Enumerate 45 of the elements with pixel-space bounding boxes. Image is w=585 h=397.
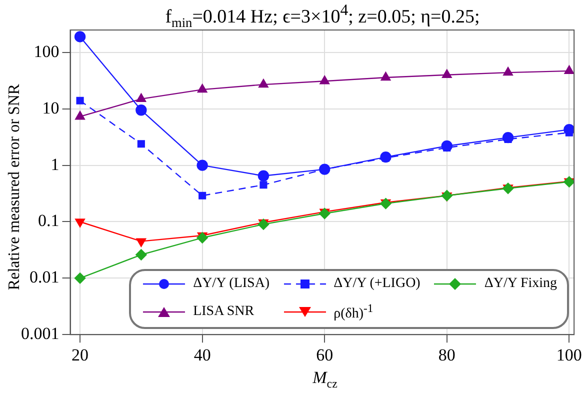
y-axis-title: Relative measured error or SNR: [6, 84, 23, 290]
point: [258, 78, 268, 88]
point: [380, 72, 391, 81]
x-tick-label: 100: [556, 345, 582, 364]
point: [442, 69, 452, 78]
point: [441, 140, 452, 152]
point: [441, 190, 452, 202]
point: [197, 84, 208, 93]
legend-label: ΔY/Y Fixing: [484, 276, 558, 292]
point: [196, 160, 208, 171]
y-tick-label: 1: [50, 154, 60, 174]
point: [74, 31, 86, 42]
legend-label: ΔY/Y (LISA): [193, 276, 270, 292]
chart-title: f$_{min}$=0.014 Hz; ϵ=3×10$^{4}$; z=0.05; η=0.25;: [164, 2, 481, 32]
point: [198, 192, 206, 200]
point: [564, 65, 574, 74]
y-tick-label: 0.001: [21, 324, 60, 344]
point: [74, 272, 86, 284]
point: [564, 124, 574, 136]
legend-label: LISA SNR: [193, 304, 254, 320]
point: [136, 249, 147, 260]
point: [260, 181, 268, 189]
point: [76, 96, 84, 104]
point: [503, 66, 513, 76]
point: [320, 76, 330, 84]
legend-label: ρ(δh)$^{-1}$: [334, 302, 374, 322]
point: [380, 151, 392, 163]
legend-label: ΔY/Y (+LIGO): [334, 276, 420, 292]
x-tick-label: 80: [438, 345, 456, 364]
point: [136, 93, 146, 102]
point: [75, 218, 85, 228]
y-tick-label: 10: [42, 98, 60, 118]
point: [136, 238, 146, 247]
x-tick-label: 60: [316, 345, 334, 364]
y-tick-label: 100: [34, 42, 60, 61]
x-tick-label: 40: [194, 345, 211, 364]
point: [136, 104, 147, 116]
point: [258, 170, 270, 182]
point: [137, 140, 145, 148]
point: [502, 132, 514, 144]
x-axis-title: M$_{cz}$: [312, 368, 338, 392]
x-tick-label: 20: [72, 345, 89, 364]
point: [75, 110, 85, 120]
y-tick-label: 0.01: [30, 268, 60, 287]
y-tick-label: 0.1: [38, 211, 60, 230]
